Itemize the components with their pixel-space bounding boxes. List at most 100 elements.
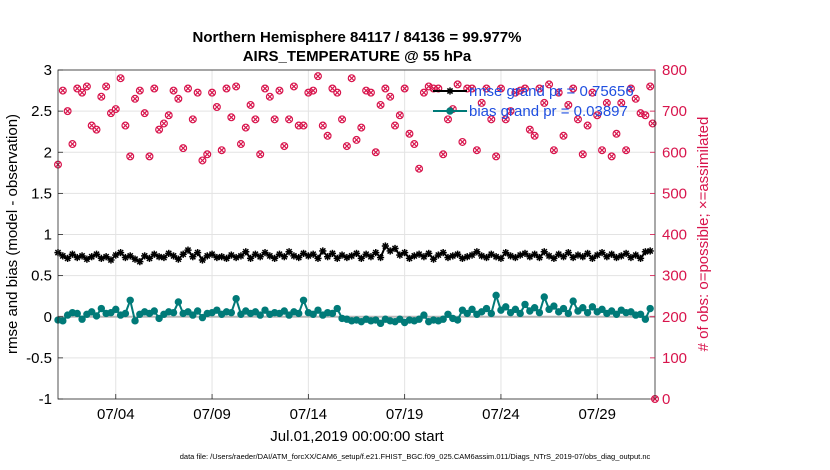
obs-possible-circle: [145, 152, 154, 161]
obs-assim-x: [401, 85, 408, 92]
bias-point: [189, 311, 197, 319]
star-stroke: [141, 252, 148, 260]
rmse-point: [189, 253, 197, 261]
rmse-point: [237, 252, 245, 260]
obs-possible-circle: [285, 115, 294, 124]
obs-assim-x: [127, 153, 134, 160]
rmse-point: [102, 253, 110, 261]
obs-count-point: [193, 88, 202, 97]
obs-count-point: [352, 135, 361, 144]
obs-assim-x: [608, 153, 615, 160]
obs-possible-circle: [164, 111, 173, 120]
x-tick-label: 07/14: [290, 406, 328, 423]
obs-assim-x: [93, 126, 100, 133]
obs-assim-x: [291, 83, 297, 90]
obs-assim-x: [69, 141, 76, 147]
bias-point: [415, 315, 423, 323]
obs-possible-circle: [328, 84, 337, 93]
star-stroke: [415, 251, 423, 258]
star-stroke: [589, 255, 596, 262]
obs-possible-circle: [602, 98, 611, 107]
obs-count-point: [468, 84, 477, 93]
obs-possible-circle: [299, 121, 308, 130]
obs-assim-x: [117, 75, 124, 82]
obs-count-point: [410, 140, 419, 149]
obs-possible-circle: [68, 140, 77, 149]
obs-count-point: [270, 115, 279, 124]
bias-point: [73, 309, 81, 318]
bias-point: [131, 317, 139, 325]
bias-point: [468, 305, 476, 314]
obs-assim-x: [199, 157, 206, 164]
obs-count-point: [164, 111, 173, 120]
obs-possible-circle: [395, 111, 404, 120]
x-tick-label: 07/04: [97, 406, 135, 423]
star-stroke: [117, 249, 124, 256]
obs-assim-x: [565, 102, 572, 108]
obs-possible-circle: [97, 92, 106, 101]
obs-possible-circle: [174, 94, 183, 103]
rmse-point: [68, 250, 77, 258]
star-stroke: [103, 253, 110, 260]
obs-assim-x: [498, 85, 504, 92]
obs-possible-circle: [150, 84, 159, 93]
obs-possible-circle: [617, 98, 626, 107]
obs-possible-circle: [405, 129, 414, 138]
tick-layer: 07/04 07/09 07/14 07/19 07/24 07/29 -1 -0.5 0 0.5…: [26, 62, 687, 423]
obs-count-point: [648, 119, 657, 128]
obs-possible-circle: [487, 115, 496, 124]
bias-point: [579, 304, 587, 312]
star-stroke: [353, 250, 360, 257]
rmse-point: [107, 256, 115, 264]
rmse-point: [376, 253, 385, 262]
star-stroke: [300, 250, 307, 257]
obs-count-point: [443, 115, 452, 124]
obs-assim-x: [541, 100, 548, 106]
star-stroke: [213, 254, 221, 261]
rmse-point: [116, 248, 125, 257]
star-stroke: [632, 251, 639, 259]
star-stroke: [647, 247, 654, 255]
obs-assim-x: [108, 110, 114, 117]
obs-count-point: [111, 105, 120, 114]
obs-possible-circle: [63, 107, 72, 116]
star-stroke: [127, 252, 134, 260]
star-stroke: [492, 253, 500, 260]
rmse-point: [502, 248, 510, 257]
rmse-point: [598, 248, 606, 257]
star-stroke: [261, 249, 269, 256]
obs-count-point: [540, 98, 549, 107]
bias-point: [453, 316, 462, 324]
obs-assim-x: [180, 145, 187, 151]
obs-count-point: [371, 148, 380, 157]
obs-assim-x: [618, 100, 625, 106]
obs-assim-x: [98, 93, 105, 100]
bias-point: [174, 298, 183, 306]
rmse-point: [256, 253, 264, 261]
bias-point: [295, 309, 303, 318]
obs-assim-x: [339, 116, 345, 123]
x-tick-label: 07/19: [386, 406, 424, 423]
obs-assim-x: [271, 116, 278, 123]
star-stroke: [271, 255, 278, 262]
star-stroke: [382, 242, 389, 250]
obs-count-point: [333, 88, 342, 97]
obs-assim-x: [348, 75, 355, 82]
obs-count-point: [501, 115, 510, 124]
bias-point: [227, 308, 236, 317]
obs-count-point: [612, 129, 621, 138]
rmse-point: [579, 253, 587, 261]
obs-assim-x: [445, 116, 451, 123]
obs-count-point: [328, 84, 337, 93]
bias-point: [150, 307, 158, 315]
obs-assim-x: [459, 139, 466, 145]
obs-possible-circle: [530, 131, 539, 140]
obs-possible-circle: [58, 86, 67, 95]
obs-possible-circle: [482, 84, 491, 93]
obs-possible-circle: [338, 115, 347, 124]
y-tick-label: 0.5: [31, 268, 52, 285]
obs-possible-circle: [92, 125, 101, 134]
obs-assim-x: [425, 83, 432, 90]
obs-count-point: [188, 115, 197, 124]
obs-assim-x: [238, 141, 244, 147]
